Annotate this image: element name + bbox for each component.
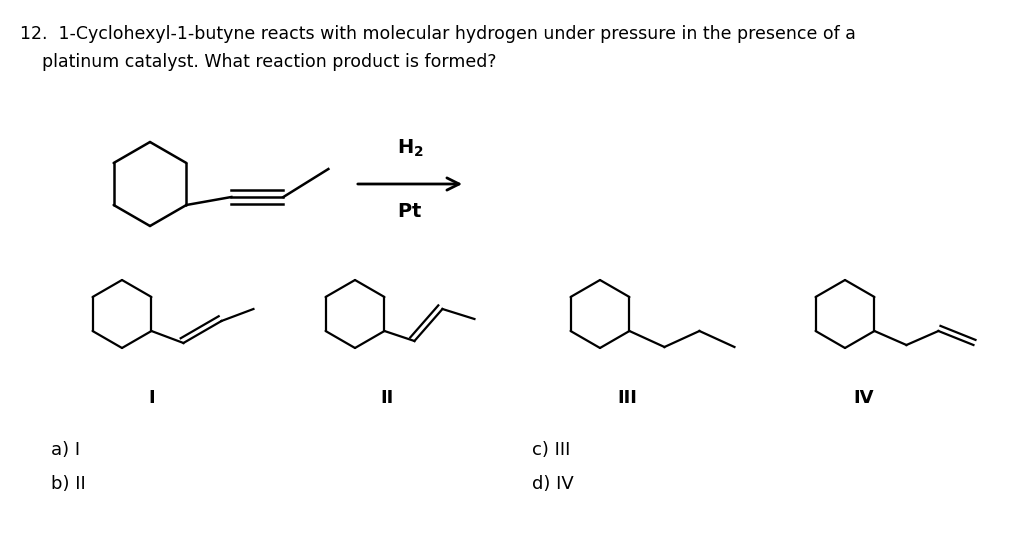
Text: platinum catalyst. What reaction product is formed?: platinum catalyst. What reaction product… <box>20 53 497 71</box>
Text: $\mathbf{Pt}$: $\mathbf{Pt}$ <box>397 202 423 221</box>
Text: IV: IV <box>853 389 873 406</box>
Text: III: III <box>617 389 638 406</box>
Text: II: II <box>381 389 393 406</box>
Text: b) II: b) II <box>51 475 86 492</box>
Text: I: I <box>148 389 155 406</box>
Text: d) IV: d) IV <box>532 475 574 492</box>
Text: $\mathbf{H_2}$: $\mathbf{H_2}$ <box>396 138 424 159</box>
Text: c) III: c) III <box>532 441 570 459</box>
Text: 12.  1-Cyclohexyl-1-butyne reacts with molecular hydrogen under pressure in the : 12. 1-Cyclohexyl-1-butyne reacts with mo… <box>20 25 856 43</box>
Text: a) I: a) I <box>51 441 80 459</box>
